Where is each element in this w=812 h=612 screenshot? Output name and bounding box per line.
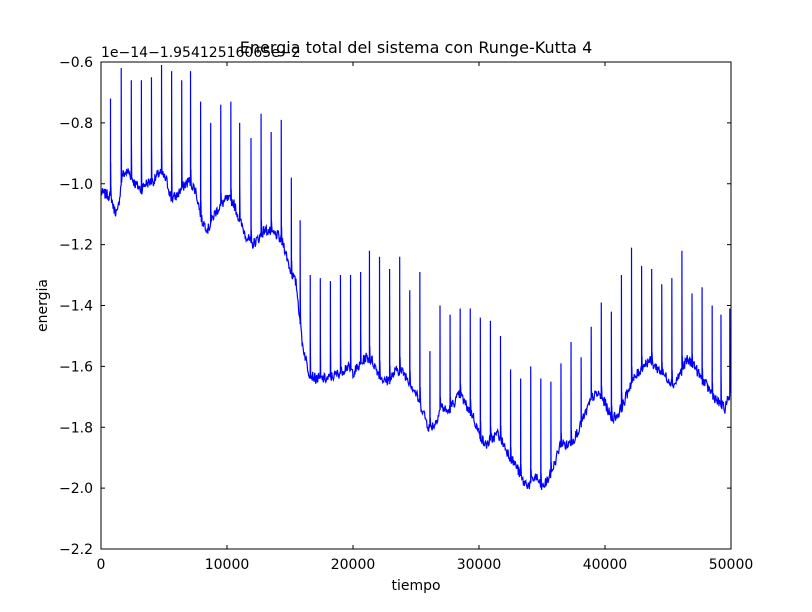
y-tick-label: −0.6 bbox=[59, 55, 93, 71]
x-axis-label: tiempo bbox=[391, 578, 440, 594]
y-tick-label: −1.8 bbox=[59, 420, 93, 436]
axis-offset-label: 1e−14−1.95412516065e−2 bbox=[101, 45, 300, 61]
x-tick-label: 10000 bbox=[205, 557, 250, 573]
y-axis: −2.2 −2.0 −1.8 −1.6 −1.4 −1.2 −1.0 −0.8 −0.6 bbox=[59, 55, 731, 558]
x-axis: 0 10000 20000 30000 40000 50000 bbox=[97, 62, 754, 573]
x-tick-label: 20000 bbox=[331, 557, 376, 573]
y-tick-label: −1.4 bbox=[59, 299, 93, 315]
y-tick-label: −2.0 bbox=[59, 481, 93, 497]
x-tick-label: 50000 bbox=[709, 557, 754, 573]
y-tick-label: −1.6 bbox=[59, 359, 93, 375]
series-energia bbox=[101, 65, 731, 490]
y-tick-label: −0.8 bbox=[59, 116, 93, 132]
y-tick-label: −1.0 bbox=[59, 177, 93, 193]
x-tick-label: 30000 bbox=[457, 557, 502, 573]
chart-title: Energia total del sistema con Runge-Kutt… bbox=[240, 38, 593, 57]
y-tick-label: −1.2 bbox=[59, 238, 93, 254]
y-tick-label: −2.2 bbox=[59, 542, 93, 558]
x-tick-label: 0 bbox=[97, 557, 106, 573]
energy-line bbox=[101, 65, 731, 490]
x-tick-label: 40000 bbox=[583, 557, 628, 573]
y-axis-label: energia bbox=[35, 279, 51, 332]
